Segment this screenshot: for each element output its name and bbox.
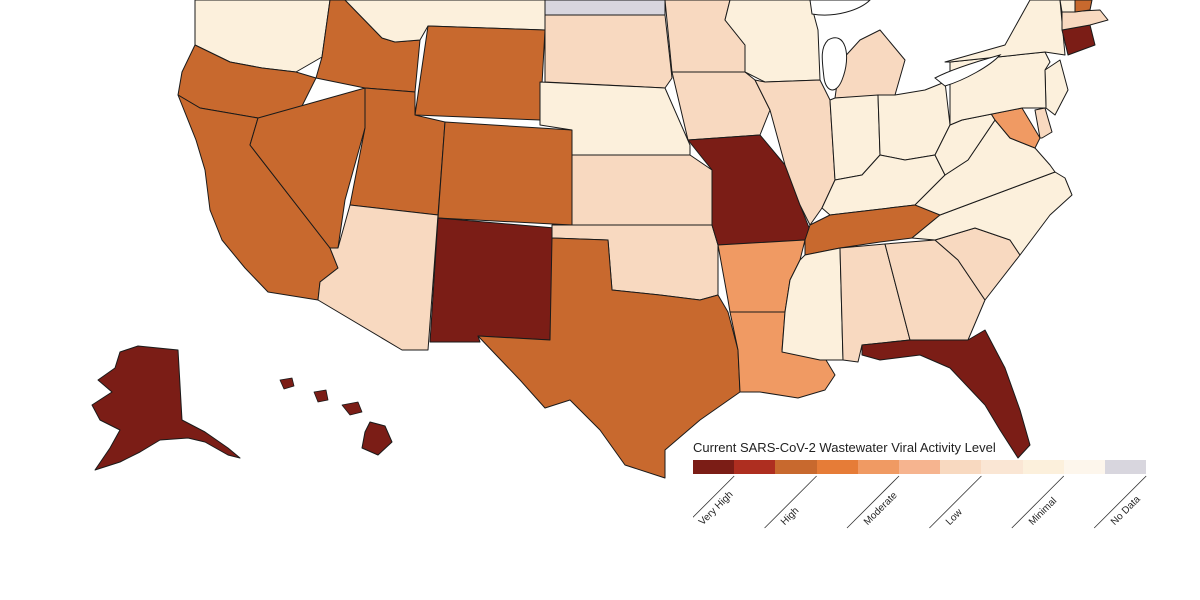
lake-erie [934, 54, 1002, 87]
state-wy[interactable] [414, 25, 546, 121]
state-az[interactable] [317, 204, 439, 351]
legend-swatch-1 [734, 460, 776, 474]
state-ak[interactable] [91, 345, 241, 471]
legend-swatch-7 [981, 460, 1023, 474]
state-nj[interactable] [1044, 59, 1069, 116]
legend-swatch-10 [1104, 460, 1147, 474]
legend-tick-10 [1093, 475, 1147, 529]
legend-swatch-5 [898, 460, 941, 474]
state-hi-big-island[interactable] [361, 421, 393, 456]
legend-color-bar [693, 460, 1147, 474]
state-vt[interactable] [1059, 0, 1076, 13]
legend-swatch-8 [1022, 460, 1064, 474]
legend-swatch-3 [816, 460, 858, 474]
legend-swatch-6 [940, 460, 982, 474]
state-hi-kauai[interactable] [279, 377, 295, 390]
legend-tick-8 [1011, 475, 1065, 529]
state-tx[interactable] [477, 237, 741, 479]
state-hi-oahu[interactable] [313, 389, 329, 403]
state-ks[interactable] [571, 154, 713, 226]
state-nm[interactable] [429, 217, 556, 343]
state-ny[interactable] [944, 0, 1066, 63]
legend-tick-6 [929, 475, 982, 529]
state-ia[interactable] [671, 71, 771, 141]
legend-tick-4 [846, 475, 900, 529]
legend-tick-0 [693, 475, 735, 518]
state-fl[interactable] [861, 329, 1031, 459]
legend-swatch-9 [1063, 460, 1105, 474]
legend-swatch-4 [857, 460, 899, 474]
legend-ticks [693, 475, 1147, 529]
state-co[interactable] [437, 121, 573, 226]
lake-michigan [821, 37, 848, 91]
legend-swatch-0 [693, 460, 735, 474]
state-nh[interactable] [1074, 0, 1093, 13]
legend-swatch-2 [775, 460, 817, 474]
state-nd[interactable] [544, 0, 666, 16]
state-ma[interactable] [1061, 9, 1109, 31]
lake-superior [809, 0, 871, 16]
legend-title: Current SARS-CoV-2 Wastewater Viral Acti… [693, 440, 996, 455]
state-hi-maui[interactable] [341, 401, 363, 416]
legend: Current SARS-CoV-2 Wastewater Viral Acti… [693, 440, 1153, 560]
state-sd[interactable] [544, 14, 673, 89]
legend-tick-2 [764, 475, 817, 529]
